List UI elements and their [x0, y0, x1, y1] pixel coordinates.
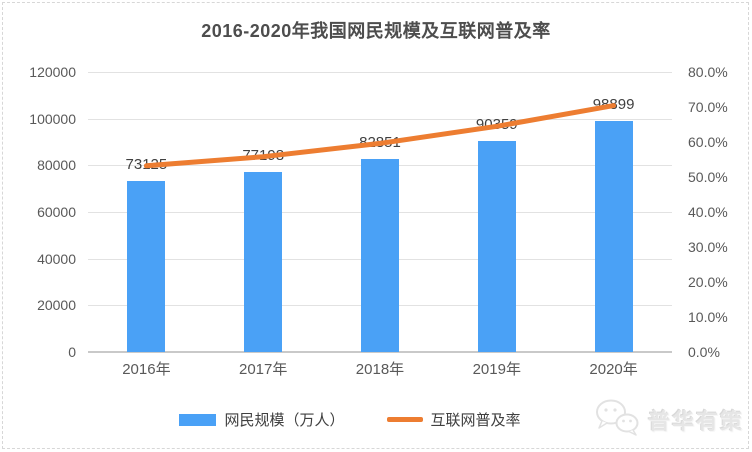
y-axis-right-tick-label: 0.0% — [688, 344, 720, 360]
penetration-rate-line — [143, 103, 617, 169]
legend-item-netizen-scale: 网民规模（万人） — [179, 409, 345, 430]
y-axis-left-tick-label: 80000 — [37, 157, 76, 174]
bar-series-swatch-icon — [179, 413, 217, 426]
chart-title: 2016-2020年我国网民规模及互联网普及率 — [201, 21, 551, 41]
y-axis-left-tick-label: 120000 — [29, 64, 76, 80]
legend: 网民规模（万人） 互联网普及率 — [0, 409, 700, 430]
legend-item-penetration-rate: 互联网普及率 — [386, 409, 521, 430]
bar-2020年 — [594, 121, 633, 352]
chat-bubbles-icon — [592, 397, 642, 442]
y-axis-right-tick-label: 20.0% — [688, 274, 728, 290]
y-axis-right-tick-label: 40.0% — [688, 204, 728, 220]
bar-2017年 — [244, 171, 283, 352]
plot-area: 73125 77198 82851 90359 98899 — [88, 72, 672, 353]
legend-label: 网民规模（万人） — [224, 412, 345, 429]
y-axis-right-tick-label: 70.0% — [688, 99, 728, 115]
bar-2019年 — [477, 141, 516, 352]
x-axis-tick-label: 2016年 — [122, 361, 171, 378]
bar-2018年 — [361, 158, 399, 352]
x-axis-tick-label: 2018年 — [355, 361, 405, 378]
gridline — [88, 118, 672, 120]
y-axis-left-tick-label: 60000 — [37, 204, 76, 220]
legend-label: 互联网普及率 — [430, 412, 521, 429]
line-series-swatch-icon — [386, 417, 423, 422]
y-axis-right-tick-label: 80.0% — [688, 64, 728, 80]
y-axis-left-tick-label: 0 — [68, 344, 76, 360]
x-axis-tick-label: 2017年 — [239, 361, 288, 378]
y-axis-right-tick-label: 60.0% — [688, 134, 728, 150]
y-axis-right-tick-label: 30.0% — [688, 239, 728, 255]
bar-2016年 — [127, 181, 166, 352]
watermark-text: 普华有策 — [647, 408, 744, 434]
y-axis-left-tick-label: 20000 — [37, 297, 76, 314]
x-axis-tick-label: 2019年 — [472, 361, 521, 378]
gridline — [88, 72, 672, 73]
y-axis-left-tick-label: 100000 — [29, 110, 76, 127]
x-axis-tick-label: 2020年 — [589, 361, 638, 378]
y-axis-left-tick-label: 40000 — [37, 250, 76, 267]
y-axis-right-tick-label: 50.0% — [688, 169, 728, 185]
watermark: 普华有策 — [592, 397, 744, 442]
x-axis-line — [88, 351, 672, 353]
y-axis-right-tick-label: 10.0% — [688, 309, 728, 325]
